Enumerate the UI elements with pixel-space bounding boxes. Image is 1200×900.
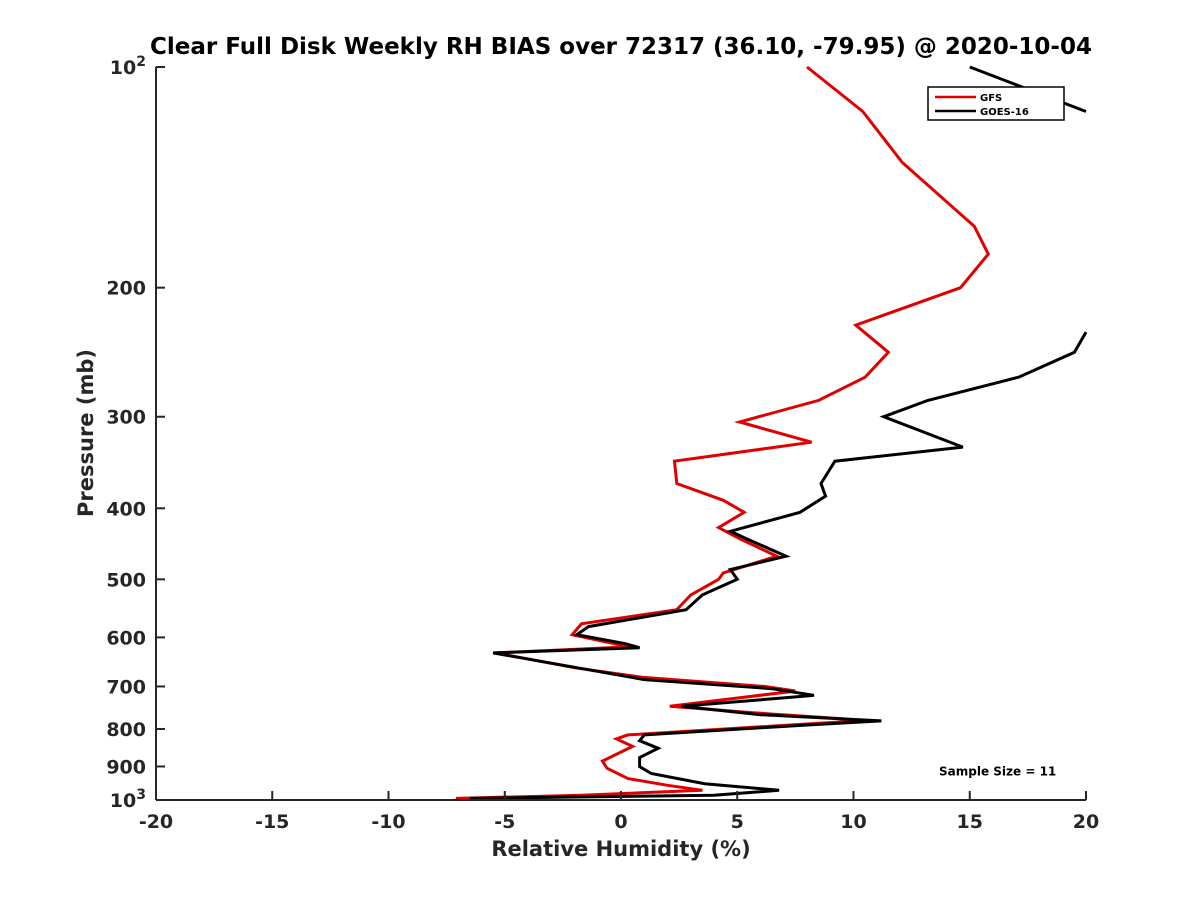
- x-tick-label: 20: [1073, 811, 1099, 833]
- x-axis-label: Relative Humidity (%): [491, 837, 750, 861]
- x-tick-label: -5: [494, 811, 515, 833]
- series-line-gfs: [455, 65, 991, 800]
- y-tick-label: 800: [106, 719, 146, 741]
- y-tick-label: 200: [106, 278, 146, 300]
- sample-size-annotation: Sample Size = 11: [939, 765, 1056, 779]
- x-axis-ticks: -20 -15 -10 -5 0 5 10 15 20: [139, 791, 1099, 833]
- y-tick-label: 103: [110, 787, 146, 812]
- x-tick-label: -20: [139, 811, 173, 833]
- y-axis-label: Pressure (mb): [74, 349, 98, 517]
- y-tick-label: 600: [106, 627, 146, 649]
- legend-label-gfs: GFS: [980, 93, 1002, 104]
- x-tick-label: 5: [731, 811, 744, 833]
- x-tick-label: 0: [614, 811, 627, 833]
- y-tick-label: 400: [106, 498, 146, 520]
- y-tick-label: 500: [106, 569, 146, 591]
- chart-title: Clear Full Disk Weekly RH BIAS over 7231…: [150, 34, 1092, 60]
- legend-box: [927, 86, 1065, 121]
- x-tick-label: 15: [957, 811, 983, 833]
- y-tick-label: 102: [110, 54, 146, 79]
- legend: GFS GOES-16: [927, 86, 1065, 121]
- y-axis-ticks: 102 200 300 400 500 600 700 800 900 103: [106, 54, 165, 812]
- y-tick-label: 900: [106, 756, 146, 778]
- y-tick-label: 300: [106, 407, 146, 429]
- x-tick-label: 10: [840, 811, 866, 833]
- series-line-goes16: [469, 331, 1088, 800]
- legend-label-goes16: GOES-16: [980, 107, 1029, 118]
- x-tick-label: -10: [371, 811, 405, 833]
- plot-area: [156, 67, 1086, 800]
- x-tick-label: -15: [255, 811, 289, 833]
- y-tick-label: 700: [106, 676, 146, 698]
